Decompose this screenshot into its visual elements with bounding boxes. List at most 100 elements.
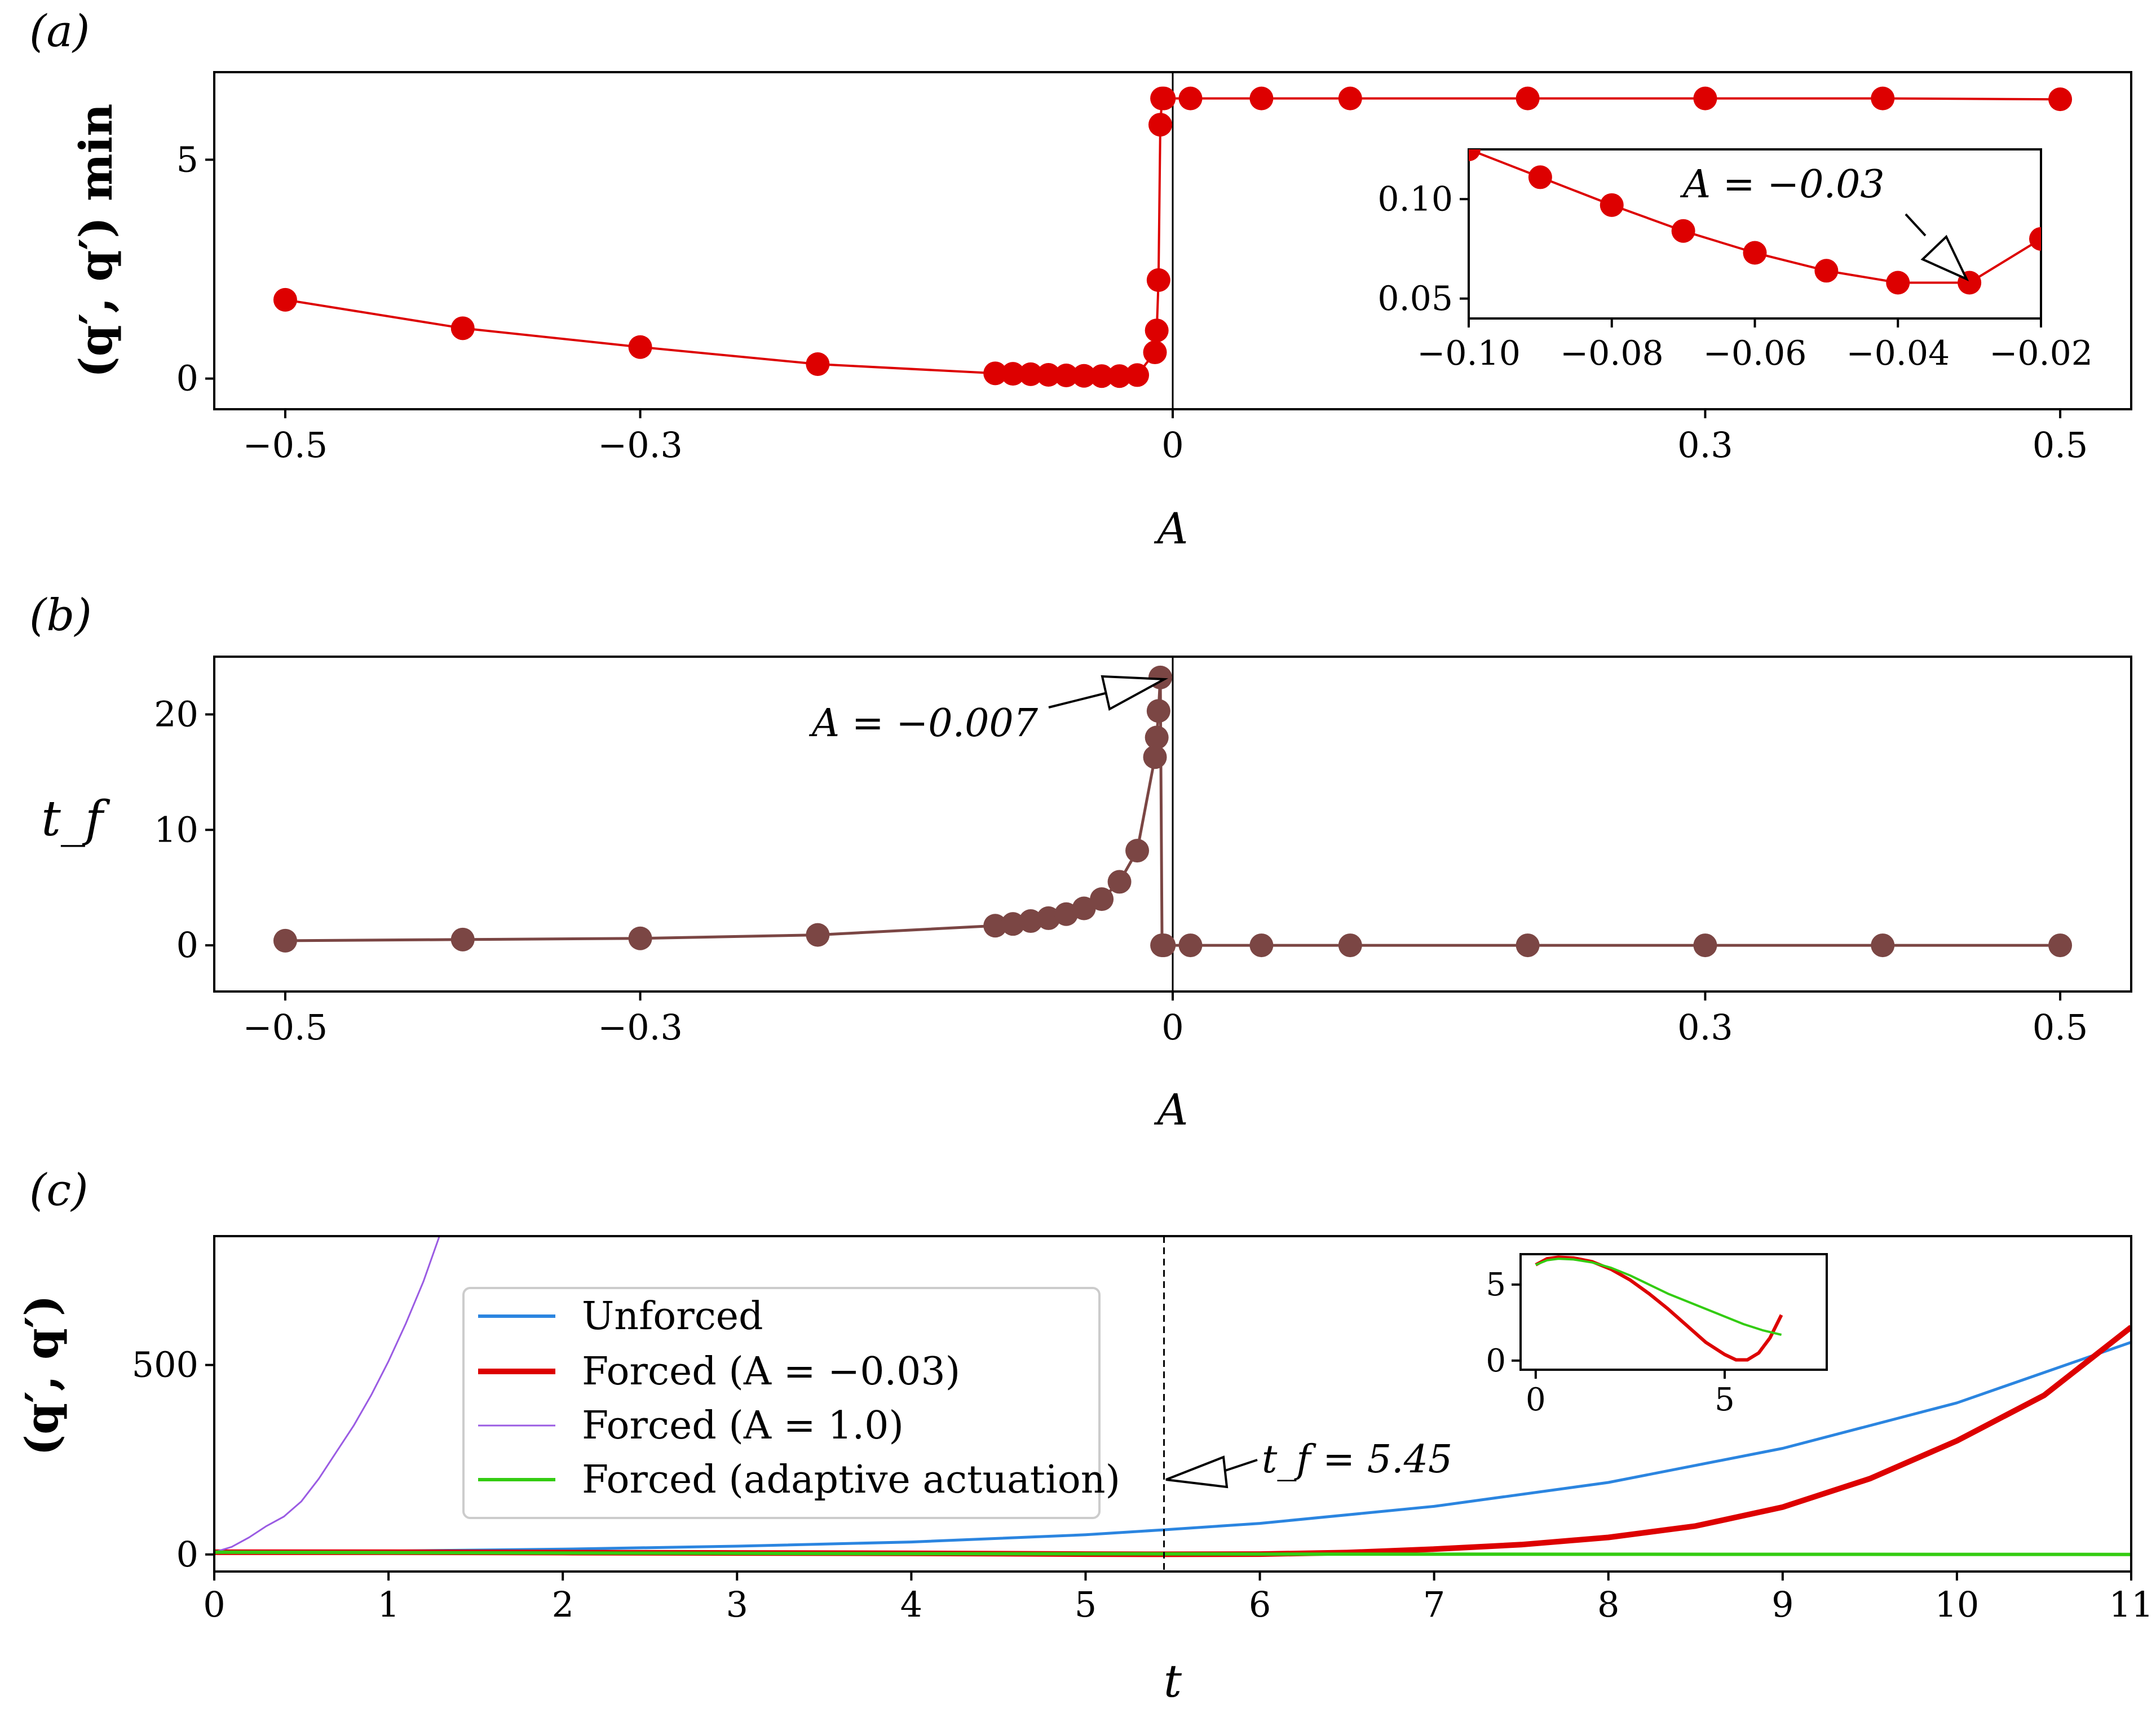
panel-c-inset-ticks: 0 5 0 5 [1486,1267,1734,1418]
y-tick-label: 0 [176,358,198,399]
legend-label: Forced (A = −0.03) [582,1349,960,1394]
series-b-point [1152,933,1176,958]
x-tick-label: 0.5 [2033,424,2088,466]
series-b-point [1516,933,1540,958]
panel-a-inset-annotation: A = −0.03 [1680,162,1885,207]
series-a-point [1338,86,1362,110]
series-b-point [1338,933,1362,958]
series-b-point [2048,933,2073,958]
x-tick-label: −0.10 [1417,334,1521,373]
panel-a-inset-plot [1469,149,2041,295]
series-a-point [1036,363,1061,387]
inset-a-point [2029,227,2041,251]
legend-entry-forced-a003: Forced (A = −0.03) [478,1349,960,1394]
series-a-point [1516,86,1540,110]
panel-c-inset-plot [1535,1255,1783,1362]
series-a-point [1871,86,1895,110]
y-tick-label: 0 [176,1534,198,1575]
series-b-point [628,926,652,950]
series-a-point [1090,364,1114,388]
series-a-point [983,361,1008,386]
series-b-point [1090,887,1114,911]
x-tick-label: 4 [900,1584,922,1625]
series-b-point [1001,912,1025,936]
series-b-point [983,914,1008,938]
series-b-point [1249,933,1274,958]
x-tick-label: 11 [2109,1584,2154,1625]
series-a-point [1072,364,1096,388]
series-a-point [1145,318,1169,343]
series-b-point [1019,909,1043,933]
inset-a-point [1671,219,1695,243]
series-a-point [450,316,475,340]
panel-a-inset-frame [1468,148,2042,320]
panel-b-arrow [1048,675,1169,711]
series-a-point [1178,86,1203,110]
inset-a-point [1528,165,1552,189]
series-a-point [1019,362,1043,386]
legend-entry-unforced: Unforced [478,1294,763,1339]
y-tick-label: 5 [1486,1267,1506,1303]
y-tick-label: 5 [176,139,198,180]
x-tick-label: 10 [1934,1584,1979,1625]
series-a-point [1249,86,1274,110]
series-a-point [1107,364,1132,388]
series-b-point [1693,933,1717,958]
series-a-point [1125,363,1150,387]
panel-c-axes-frame [213,1235,2132,1573]
y-tick-label: 10 [154,809,198,850]
x-tick-label: −0.5 [243,424,328,466]
series-a-point [628,335,652,359]
x-tick-label: −0.02 [1989,334,2093,373]
x-tick-label: 0 [1526,1382,1546,1418]
series-a-point [1143,340,1167,365]
series-b-point [1145,725,1169,750]
x-tick-label: −0.3 [598,1007,683,1048]
series-b-point [1036,906,1061,930]
panel-b-label: (b) [29,590,92,641]
x-tick-label: 0 [1161,1007,1183,1048]
legend-box [462,1287,1101,1519]
series-a-point [806,352,830,377]
panel-c-label: (c) [29,1165,89,1216]
inset-c-1-line [1535,1258,1782,1336]
series-c-3-line [214,1550,2131,1556]
legend-entry-adaptive: Forced (adaptive actuation) [478,1458,1120,1502]
series-a-point [1152,86,1176,110]
x-tick-label: 0 [1161,424,1183,466]
series-b-point [1125,839,1150,863]
panel-a-inset-arrow [1905,213,1969,282]
series-b-point [1072,896,1096,920]
series-b-point [273,928,297,953]
x-tick-label: −0.06 [1703,334,1807,373]
panel-b-xlabel: A [1154,1085,1189,1135]
inset-a-point [1469,149,1481,161]
panel-a-ticks: −0.5 −0.3 0 0.3 0.5 0 5 [176,139,2088,466]
inset-a-point [1814,259,1839,283]
legend: Unforced Forced (A = −0.03) Forced (A = … [462,1287,1120,1519]
x-tick-label: 5 [1715,1382,1735,1418]
panel-b-ticks: −0.5 −0.3 0 0.3 0.5 0 10 20 [154,693,2088,1048]
series-c-2-line [214,1236,441,1553]
panel-a-ylabel: (q′, q′) min [69,104,122,378]
series-a-point [1001,362,1025,386]
x-tick-label: 7 [1423,1584,1445,1625]
x-tick-label: −0.08 [1560,334,1664,373]
series-b-point [450,927,475,951]
x-tick-label: 5 [1075,1584,1097,1625]
x-tick-label: 3 [726,1584,748,1625]
y-tick-label: 20 [154,693,198,734]
series-a-point [273,287,297,312]
series-b-point [1107,870,1132,894]
series-a-point [1693,86,1717,110]
series-a-point [1146,268,1170,292]
x-tick-label: 6 [1249,1584,1271,1625]
legend-label: Forced (adaptive actuation) [582,1458,1120,1502]
x-tick-label: 2 [551,1584,573,1625]
x-tick-label: 9 [1771,1584,1793,1625]
legend-label: Forced (A = 1.0) [582,1404,904,1448]
y-tick-label: 0.05 [1377,279,1453,318]
